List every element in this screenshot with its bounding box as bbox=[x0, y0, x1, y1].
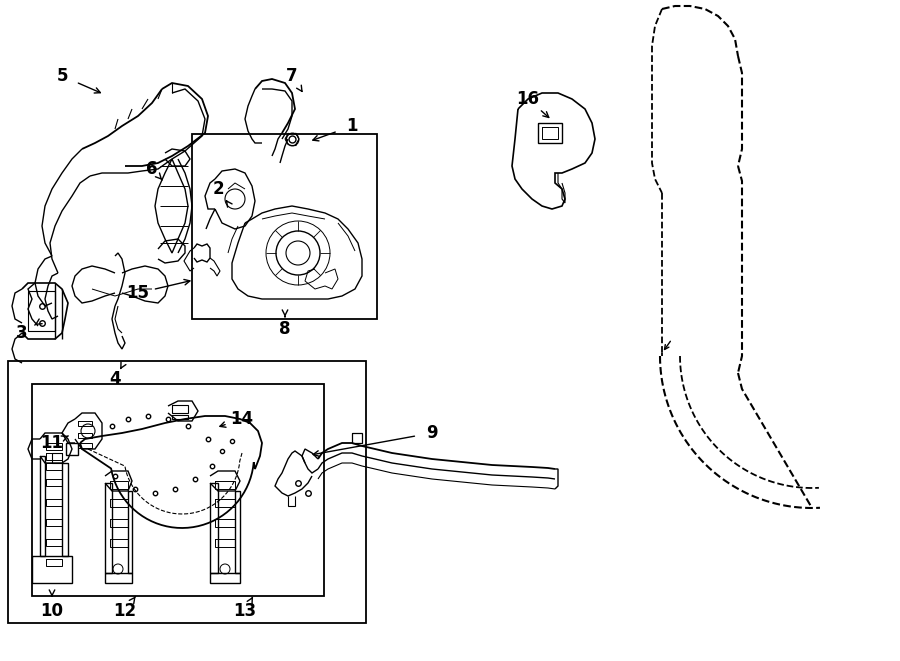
Text: 4: 4 bbox=[109, 370, 121, 388]
Bar bbox=[32, 384, 324, 596]
Text: 7: 7 bbox=[286, 67, 298, 85]
Text: 1: 1 bbox=[346, 117, 358, 135]
Text: 12: 12 bbox=[113, 602, 137, 620]
Text: 13: 13 bbox=[233, 602, 256, 620]
Bar bbox=[192, 134, 377, 319]
Text: 11: 11 bbox=[40, 434, 64, 452]
Text: 2: 2 bbox=[212, 180, 224, 198]
Text: 14: 14 bbox=[230, 410, 254, 428]
Text: 9: 9 bbox=[427, 424, 437, 442]
Text: 10: 10 bbox=[40, 602, 64, 620]
Text: 3: 3 bbox=[16, 324, 28, 342]
Bar bbox=[8, 361, 366, 623]
Text: 6: 6 bbox=[146, 160, 158, 178]
Text: 8: 8 bbox=[279, 320, 291, 338]
Text: 15: 15 bbox=[127, 284, 149, 302]
Text: 5: 5 bbox=[56, 67, 68, 85]
Text: 16: 16 bbox=[517, 90, 539, 108]
